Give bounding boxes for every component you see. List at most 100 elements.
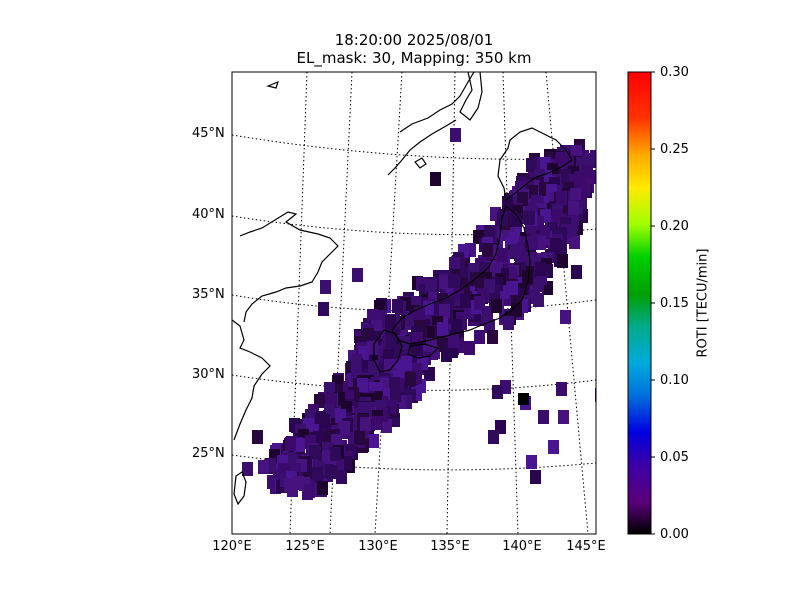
- roti-cell: [490, 264, 501, 278]
- roti-cell: [515, 181, 526, 195]
- roti-cell: [517, 192, 528, 206]
- roti-cell: [502, 196, 513, 210]
- colorbar-tick-3: 0.15: [660, 296, 689, 311]
- roti-cell: [568, 211, 579, 225]
- roti-cell: [477, 288, 488, 302]
- roti-cell: [324, 404, 335, 418]
- roti-cell: [372, 416, 383, 430]
- roti-cell: [322, 450, 333, 464]
- roti-cell: [419, 284, 430, 298]
- roti-cell: [497, 212, 508, 226]
- roti-cell: [547, 163, 558, 177]
- roti-cell: [560, 310, 571, 324]
- roti-cell: [479, 262, 490, 276]
- roti-cell: [326, 393, 337, 407]
- roti-cell: [416, 297, 427, 311]
- roti-cell: [507, 281, 518, 295]
- roti-cell: [331, 434, 342, 448]
- roti-cell: [423, 301, 434, 315]
- roti-cell: [332, 384, 343, 398]
- roti-cell: [484, 279, 495, 293]
- roti-cell: [343, 390, 354, 404]
- lat-label-25: 25°N: [192, 446, 225, 461]
- roti-cell: [345, 377, 356, 391]
- roti-cell: [258, 460, 269, 474]
- roti-cell: [376, 310, 387, 324]
- roti-cell: [514, 263, 525, 277]
- roti-cell: [367, 341, 378, 355]
- roti-cell: [503, 227, 514, 241]
- roti-cell: [414, 307, 425, 321]
- roti-cell: [424, 367, 435, 381]
- roti-cell: [304, 484, 315, 498]
- roti-cell: [383, 349, 394, 363]
- roti-cell: [590, 150, 596, 164]
- roti-cell: [252, 430, 263, 444]
- roti-cell: [395, 360, 406, 374]
- colorbar-tick-2: 0.10: [660, 373, 689, 388]
- roti-cell: [556, 191, 567, 205]
- roti-cell: [305, 409, 316, 423]
- roti-cell: [315, 441, 326, 455]
- roti-cell: [325, 430, 336, 444]
- roti-cell: [518, 393, 529, 405]
- roti-cell: [417, 356, 428, 370]
- lon-label-145: 145°E: [566, 539, 606, 554]
- roti-cell: [582, 156, 593, 170]
- roti-cell: [511, 213, 522, 227]
- roti-cell: [474, 296, 485, 310]
- roti-cell: [570, 188, 581, 202]
- roti-cell: [450, 128, 461, 142]
- roti-cell: [415, 379, 426, 393]
- roti-cell: [303, 418, 314, 432]
- roti-cell: [323, 464, 334, 478]
- roti-cell: [411, 387, 422, 401]
- roti-cell: [561, 203, 572, 217]
- roti-cell: [265, 458, 276, 472]
- roti-cell: [555, 154, 566, 168]
- roti-cell: [548, 440, 559, 454]
- roti-cell: [285, 452, 296, 466]
- roti-cell: [426, 338, 437, 352]
- roti-cell: [556, 240, 567, 254]
- roti-cell: [465, 243, 476, 257]
- roti-cell: [498, 285, 509, 299]
- map-frame: [231, 71, 597, 535]
- roti-cell: [330, 447, 341, 461]
- roti-cell: [385, 315, 396, 329]
- roti-cell: [527, 236, 538, 250]
- roti-cell: [576, 182, 587, 196]
- roti-cell: [367, 309, 378, 323]
- roti-cell: [457, 267, 468, 281]
- roti-cell: [459, 285, 470, 299]
- roti-cell: [290, 463, 301, 477]
- roti-cell: [410, 296, 421, 310]
- lat-label-30: 30°N: [192, 367, 225, 382]
- colorbar-tick-1: 0.05: [660, 450, 689, 465]
- roti-cell: [511, 294, 522, 308]
- roti-cell: [488, 430, 499, 444]
- roti-cell: [374, 300, 385, 314]
- lat-label-35: 35°N: [192, 287, 225, 302]
- roti-cell: [571, 265, 582, 279]
- roti-cell: [242, 462, 253, 476]
- roti-cell: [474, 330, 485, 344]
- roti-cell: [369, 382, 380, 396]
- roti-data-layer: [242, 128, 596, 500]
- roti-cell: [528, 170, 539, 184]
- roti-cell: [284, 478, 295, 492]
- roti-cell: [368, 361, 379, 375]
- roti-cell: [542, 281, 553, 295]
- roti-cell: [313, 431, 324, 445]
- roti-cell: [426, 326, 437, 340]
- roti-cell: [571, 145, 582, 159]
- roti-cell: [484, 319, 495, 333]
- roti-cell: [482, 243, 493, 257]
- roti-cell: [526, 252, 537, 266]
- roti-cell: [354, 431, 365, 445]
- lon-label-120: 120°E: [212, 539, 252, 554]
- roti-cell: [390, 388, 401, 402]
- roti-cell: [339, 421, 350, 435]
- lon-label-125: 125°E: [285, 539, 325, 554]
- roti-cell: [309, 445, 320, 459]
